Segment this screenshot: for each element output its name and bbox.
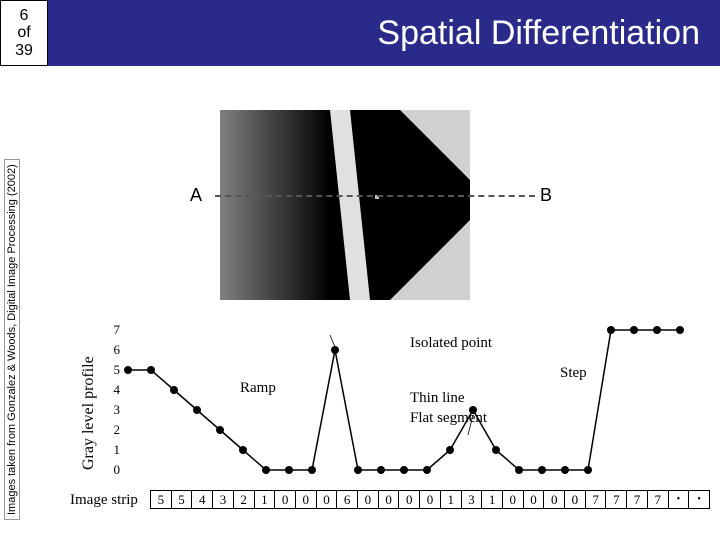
strip-cell: 0 <box>420 491 441 509</box>
scanline-label-b: B <box>540 185 552 206</box>
svg-text:4: 4 <box>114 382 121 397</box>
strip-cell: 0 <box>295 491 316 509</box>
image-strip-label: Image strip <box>70 492 138 509</box>
strip-cell: • <box>689 491 710 509</box>
svg-text:0: 0 <box>114 462 121 477</box>
strip-cell: 7 <box>606 491 627 509</box>
strip-cell: 0 <box>275 491 296 509</box>
svg-text:1: 1 <box>114 442 121 457</box>
strip-cell: 4 <box>192 491 213 509</box>
strip-cell: 1 <box>254 491 275 509</box>
image-strip-table: 5543210006000013100007777•• <box>150 490 710 509</box>
strip-cell: 0 <box>399 491 420 509</box>
page-current: 6 <box>20 7 29 25</box>
svg-text:6: 6 <box>114 342 121 357</box>
slide-header: 6 of 39 Spatial Differentiation <box>0 0 720 66</box>
annotation-step: Step <box>560 365 587 382</box>
slide-content: A B Gray level profile 01234567 Ramp Iso… <box>40 90 710 530</box>
annotation-thin-line: Thin line <box>410 390 465 407</box>
strip-cell: 0 <box>502 491 523 509</box>
strip-cell: 7 <box>585 491 606 509</box>
strip-cell: 5 <box>171 491 192 509</box>
strip-cell: 3 <box>461 491 482 509</box>
strip-cell: 7 <box>647 491 668 509</box>
strip-cell: 5 <box>151 491 172 509</box>
strip-cell: 2 <box>233 491 254 509</box>
strip-cell: 0 <box>544 491 565 509</box>
grayscale-test-image <box>220 110 470 300</box>
scanline-label-a: A <box>190 185 202 206</box>
strip-cell: 1 <box>482 491 503 509</box>
annotation-ramp: Ramp <box>240 380 276 397</box>
page-of: of <box>17 24 30 42</box>
annotation-flat-segment: Flat segment <box>410 410 487 427</box>
strip-cell: • <box>668 491 689 509</box>
scanline-dashed-line <box>215 195 535 197</box>
svg-text:5: 5 <box>114 362 121 377</box>
strip-cell: 1 <box>440 491 461 509</box>
svg-text:3: 3 <box>114 402 121 417</box>
strip-cell: 0 <box>316 491 337 509</box>
strip-cell: 0 <box>523 491 544 509</box>
svg-text:7: 7 <box>114 322 121 337</box>
annotation-isolated-point: Isolated point <box>410 335 492 352</box>
chart-y-axis-label: Gray level profile <box>80 356 98 470</box>
page-total: 39 <box>15 42 33 60</box>
strip-cell: 6 <box>337 491 358 509</box>
strip-cell: 0 <box>358 491 379 509</box>
strip-cell: 3 <box>213 491 234 509</box>
strip-cell: 0 <box>565 491 586 509</box>
strip-cell: 7 <box>627 491 648 509</box>
image-credit-caption: Images taken from Gonzalez & Woods, Digi… <box>4 159 20 520</box>
slide-title: Spatial Differentiation <box>48 14 720 53</box>
svg-text:2: 2 <box>114 422 121 437</box>
gray-level-profile-chart: 0 1 2 3 4 5 6 7 <box>100 320 690 480</box>
strip-cell: 0 <box>378 491 399 509</box>
page-counter: 6 of 39 <box>0 0 48 66</box>
